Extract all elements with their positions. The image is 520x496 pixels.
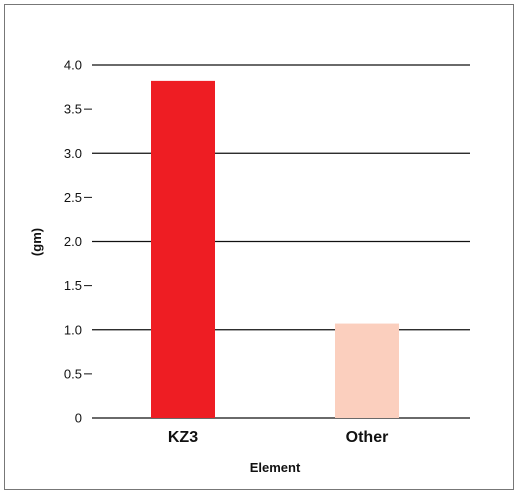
y-tick-label: 3.0 [64,146,82,161]
x-tick-label: KZ3 [168,429,198,446]
x-tick-labels: KZ3 Other [168,429,388,446]
y-axis-title: (gm) [29,228,44,256]
y-tick-label: 1.0 [64,322,82,337]
y-tick-label: 3.5 [64,102,82,117]
y-tick-labels: 0 0.5 1.0 1.5 2.0 2.5 3.0 3.5 4.0 [64,58,82,426]
y-tick-label: 0 [75,411,82,426]
y-tick-label: 2.5 [64,190,82,205]
y-tick-label: 1.5 [64,278,82,293]
bar-other [335,323,399,418]
chart-frame [4,4,514,490]
y-tick-label: 0.5 [64,366,82,381]
gridlines [84,64,470,419]
x-axis-title: Element [250,460,301,475]
y-tick-label: 2.0 [64,234,82,249]
y-tick-label: 4.0 [64,58,82,73]
bar-kz3 [151,80,215,418]
bars [151,80,399,418]
x-tick-label: Other [346,429,389,446]
